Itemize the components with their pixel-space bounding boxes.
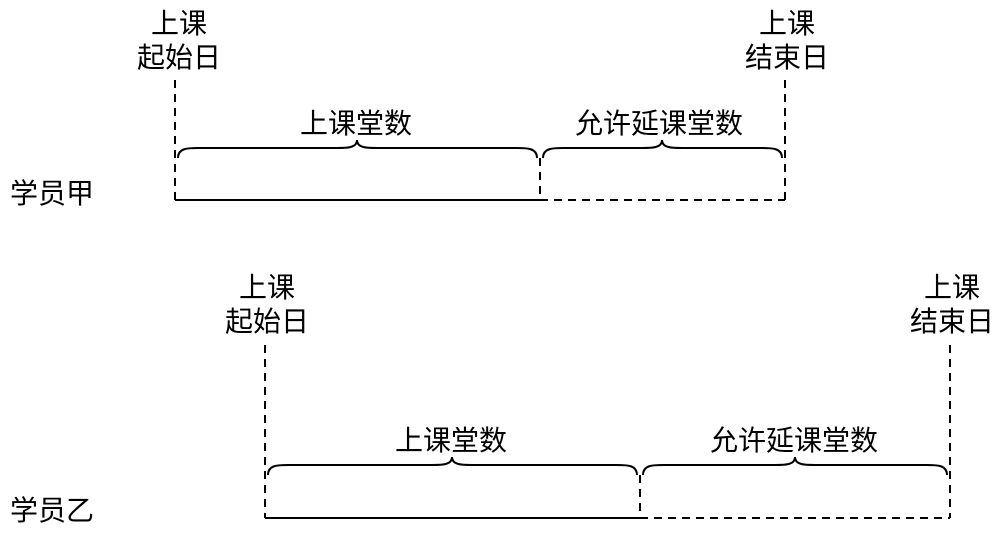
- student-a-lines: [175, 80, 785, 200]
- student-b-lines: [265, 345, 950, 518]
- diagram-svg: [0, 0, 1000, 536]
- diagram-container: 学员甲 上课 起始日 上课 结束日 上课堂数 允许延课堂数 学员乙 上课 起始日…: [0, 0, 1000, 536]
